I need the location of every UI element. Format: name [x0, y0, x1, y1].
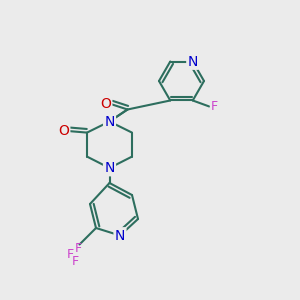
Text: O: O [58, 124, 69, 138]
Text: F: F [74, 242, 82, 256]
Text: F: F [211, 100, 218, 113]
Text: N: N [104, 115, 115, 128]
Text: F: F [71, 255, 79, 268]
Text: N: N [188, 55, 198, 68]
Text: N: N [104, 161, 115, 175]
Text: F: F [66, 248, 74, 262]
Text: O: O [100, 97, 111, 111]
Text: N: N [115, 229, 125, 242]
